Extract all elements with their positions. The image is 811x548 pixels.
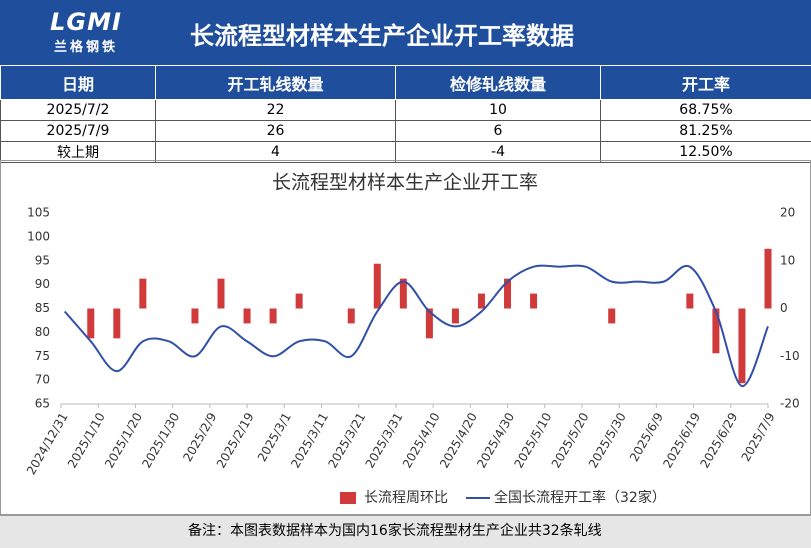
table-cell: 81.25% xyxy=(600,120,811,142)
x-tick-label: 2025/2/9 xyxy=(180,410,219,464)
column-header: 开工率 xyxy=(600,65,811,100)
table-body: 2025/7/2 22 10 68.75% 2025/7/9 26 6 81.25% 较上期 4-… xyxy=(0,99,811,163)
bar xyxy=(738,308,746,384)
table-row: 2025/7/9 26 6 81.25% xyxy=(0,120,811,142)
x-tick-label: 2025/7/9 xyxy=(739,410,778,464)
bar xyxy=(530,293,538,309)
column-header: 检修轧线数量 xyxy=(395,65,601,100)
table-cell: 26 xyxy=(155,120,396,142)
y2-tick-label: -10 xyxy=(780,349,800,363)
bar xyxy=(217,278,225,309)
bar xyxy=(504,278,512,309)
y2-tick-label: 0 xyxy=(780,301,788,315)
x-tick-label: 2025/1/20 xyxy=(102,410,145,470)
table-row: 较上期 4 -4 12.50% xyxy=(0,141,811,163)
y-tick-label: 85 xyxy=(35,301,50,315)
footer: 备注：本图表数据样本为国内16家长流程型材生产企业共32条轧线 xyxy=(0,515,811,548)
y-tick-label: 75 xyxy=(35,349,50,363)
data-table: 日期 开工轧线数量 检修轧线数量 开工率 2025/7/2 22 10 68.75% 2025… xyxy=(0,65,811,163)
bar xyxy=(295,293,303,309)
column-header: 开工轧线数量 xyxy=(155,65,396,100)
bar xyxy=(477,293,485,309)
bar xyxy=(373,263,381,309)
table-cell: 2025/7/9 xyxy=(0,120,156,142)
x-tick-label: 2025/1/10 xyxy=(65,410,108,470)
table-cell: 2025/7/2 xyxy=(0,99,156,121)
x-tick-label: 2025/4/20 xyxy=(437,410,480,470)
x-tick-label: 2025/3/11 xyxy=(288,410,331,470)
x-tick-label: 2025/2/19 xyxy=(214,410,257,470)
bar xyxy=(139,278,147,309)
logo-text: LGMI xyxy=(50,8,122,36)
table-cell: 10 xyxy=(395,99,601,121)
x-tick-label: 2025/5/20 xyxy=(549,410,592,470)
y-tick-label: 65 xyxy=(35,397,50,411)
column-header: 日期 xyxy=(0,65,156,100)
x-tick-label: 2025/3/31 xyxy=(363,410,406,470)
line xyxy=(63,264,769,388)
bar xyxy=(113,308,121,339)
bar xyxy=(87,308,95,339)
chart: 长流程型材样本生产企业开工率 65707580859095100105-20-1… xyxy=(0,160,811,515)
y-tick-label: 100 xyxy=(27,229,50,243)
header-title: 长流程型材样本生产企业开工率数据 xyxy=(190,22,574,50)
logo: LGMI 兰格钢铁 xyxy=(46,8,126,55)
table-cell: 6 xyxy=(395,120,601,142)
table-cell: 12.50% xyxy=(600,141,811,163)
chart-title: 长流程型材样本生产企业开工率 xyxy=(272,172,538,194)
bar xyxy=(243,308,251,324)
x-tick-label: 2025/4/30 xyxy=(474,410,517,470)
x-tick-label: 2025/5/30 xyxy=(586,410,629,470)
y-tick-label: 105 xyxy=(27,206,50,220)
y2-tick-label: 20 xyxy=(780,206,795,220)
bar xyxy=(425,308,433,339)
y2-tick-label: 10 xyxy=(780,253,795,267)
y-tick-label: 90 xyxy=(35,277,50,291)
x-tick-label: 2025/6/19 xyxy=(660,410,703,470)
table-cell: 22 xyxy=(155,99,396,121)
table-header: 日期 开工轧线数量 检修轧线数量 开工率 xyxy=(0,65,811,100)
bar xyxy=(347,308,355,324)
x-tick-label: 2025/6/29 xyxy=(698,410,741,470)
x-tick-label: 2025/3/1 xyxy=(255,410,294,464)
y-tick-label: 80 xyxy=(35,325,50,339)
x-tick-label: 2025/6/9 xyxy=(627,410,666,464)
y-tick-label: 95 xyxy=(35,253,50,267)
table-cell: -4 xyxy=(395,141,601,163)
table-cell: 较上期 xyxy=(0,141,156,163)
bar xyxy=(399,278,407,309)
table-row: 2025/7/2 22 10 68.75% xyxy=(0,99,811,121)
header: LGMI 兰格钢铁 长流程型材样本生产企业开工率数据 xyxy=(0,0,811,65)
x-tick-label: 2024/12/31 xyxy=(24,410,71,477)
x-tick-label: 2025/5/10 xyxy=(511,410,554,470)
bar xyxy=(712,308,720,354)
logo-sub: 兰格钢铁 xyxy=(53,40,118,55)
bar xyxy=(764,248,772,309)
bar xyxy=(191,308,199,324)
y2-tick-label: -20 xyxy=(780,397,800,411)
bar xyxy=(686,293,694,309)
table-cell: 68.75% xyxy=(600,99,811,121)
bar xyxy=(608,308,616,324)
x-tick-label: 2025/3/21 xyxy=(325,410,368,470)
legend-label: 全国长流程开工率（32家） xyxy=(494,489,666,506)
legend-label: 长流程周环比 xyxy=(364,490,448,506)
y-tick-label: 70 xyxy=(35,373,50,387)
x-tick-label: 2025/1/30 xyxy=(139,410,182,470)
bar xyxy=(451,308,459,324)
x-tick-label: 2025/4/10 xyxy=(400,410,443,470)
legend-swatch xyxy=(340,492,356,504)
bar xyxy=(269,308,277,324)
